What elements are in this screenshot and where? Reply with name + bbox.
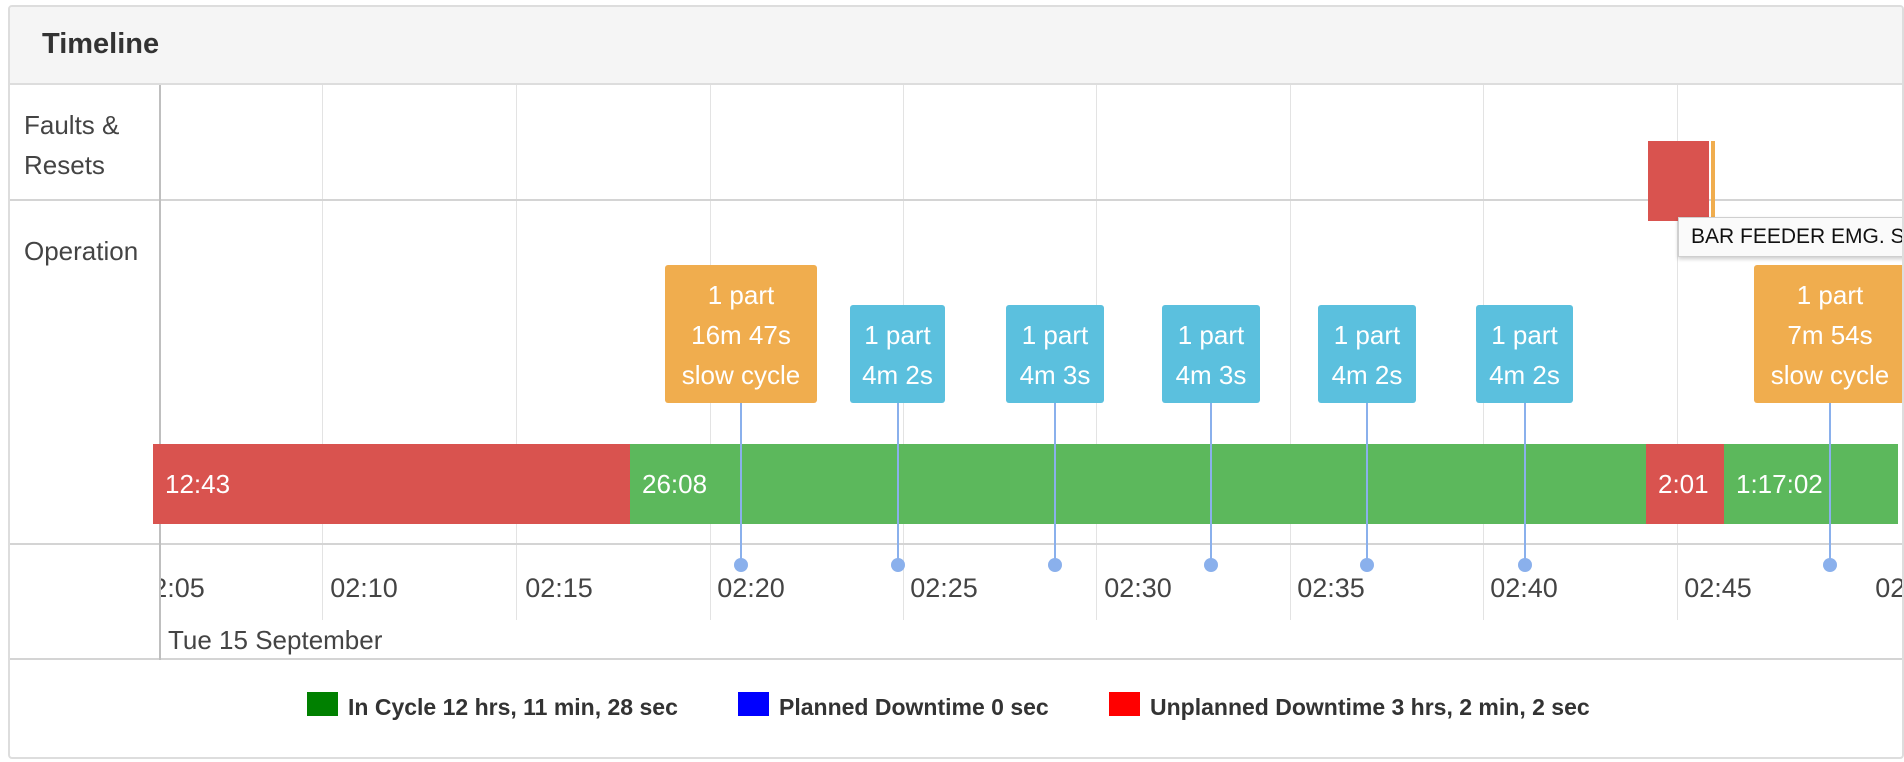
part-marker[interactable]: 1 part 4m 2s (850, 305, 945, 403)
marker-text-line: 1 part (1177, 320, 1245, 350)
operation-segments: 12:43 26:08 2:01 1:17:02 (10, 85, 1902, 660)
marker-text-line: 7m 54s (1787, 320, 1873, 350)
axis-tick-label: 02:35 (1297, 573, 1365, 603)
timeline-area: Faults & Resets Operation BAR FEEDER EMG… (10, 85, 1904, 660)
fault-tooltip: BAR FEEDER EMG. STOP (1678, 217, 1902, 257)
row-divider-faults (10, 199, 1902, 201)
panel-title: Timeline (42, 28, 160, 60)
legend-swatch (1109, 691, 1140, 716)
grid-line (1290, 85, 1291, 620)
legend-item[interactable]: Planned Downtime 0 sec (738, 691, 1049, 721)
marker-dot[interactable] (1048, 558, 1062, 572)
axis-tick-label: 02:50 (1875, 573, 1904, 603)
marker-dot[interactable] (1204, 558, 1218, 572)
axis-date: Tue 15 September (168, 625, 383, 655)
grid-line (322, 85, 323, 620)
marker-text-line: 1 part (1333, 320, 1401, 350)
grid-line (516, 85, 517, 620)
axis-tick-label: 02:20 (717, 573, 785, 603)
marker-stem (1054, 403, 1056, 567)
marker-stem (1366, 403, 1368, 567)
marker-text-line: 4m 2s (1489, 360, 1560, 390)
part-marker[interactable]: 1 part 4m 2s (1476, 305, 1573, 403)
legend-swatch (307, 691, 338, 716)
marker-stem (1829, 403, 1831, 567)
marker-text-line: 4m 3s (1019, 360, 1091, 390)
marker-text-line: 1 part (1796, 280, 1864, 310)
part-marker[interactable]: 1 part 4m 3s (1006, 305, 1104, 403)
marker-stem (1210, 403, 1212, 567)
marker-text-line: 16m 47s (691, 320, 791, 350)
marker-text-line: 1 part (1491, 320, 1558, 350)
axis-tick-label: 02:15 (525, 573, 593, 603)
row-divider-axis (10, 543, 1902, 545)
row-divider-legend (10, 658, 1902, 660)
part-marker[interactable]: 1 part 4m 3s (1162, 305, 1260, 403)
part-markers: 1 part 16m 47s slow cycle 1 part 4m 2s 1 part… (10, 85, 1902, 660)
fault-block[interactable] (1648, 141, 1709, 221)
reset-marker[interactable] (1711, 141, 1715, 221)
legend-swatch (738, 691, 769, 716)
marker-stem (740, 403, 742, 567)
row-label-faults: Faults & Resets (24, 105, 119, 185)
panel-heading: Timeline (10, 7, 1902, 85)
marker-dot[interactable] (1360, 558, 1374, 572)
time-axis: 02:05 02:10 02:15 02:20 02:25 02:30 02:35 02:40… (161, 545, 1904, 620)
marker-text-line: 1 part (1021, 320, 1089, 350)
marker-dot[interactable] (890, 558, 905, 572)
axis-tick-label: 02:45 (1684, 573, 1752, 603)
part-marker[interactable]: 1 part 4m 2s (1318, 305, 1416, 403)
axis-tick-label: 02:30 (1104, 573, 1172, 603)
axis-tick-label: 02:40 (1490, 573, 1558, 603)
legend: In Cycle 12 hrs, 11 min, 28 sec Planned D… (10, 662, 1902, 757)
marker-text-line: 4m 3s (1175, 360, 1247, 390)
marker-text-line: 4m 2s (862, 360, 933, 390)
axis-tick-label: 02:05 (161, 573, 205, 603)
legend-label: In Cycle 12 hrs, 11 min, 28 sec (348, 694, 678, 720)
row-label-faults-line1: Faults & (24, 110, 120, 140)
timeline-panel: Timeline Faults & Resets Operation BAR F… (8, 5, 1904, 759)
unplanned-downtime-segment[interactable]: 2:01 (1646, 444, 1724, 524)
axis-tick-label: 02:25 (910, 573, 978, 603)
labels-divider (159, 85, 161, 660)
legend-item[interactable]: In Cycle 12 hrs, 11 min, 28 sec (307, 691, 678, 721)
slow-cycle-marker[interactable]: 1 part 16m 47s slow cycle (665, 265, 817, 403)
marker-text-line: 1 part (864, 320, 931, 350)
marker-text-line: slow cycle (681, 360, 801, 390)
marker-text-line: 1 part (707, 280, 775, 310)
axis-tick-label: 02:10 (330, 573, 398, 603)
marker-stem (896, 403, 899, 567)
legend-label: Planned Downtime 0 sec (779, 694, 1049, 720)
legend-item[interactable]: Unplanned Downtime 3 hrs, 2 min, 2 sec (1109, 691, 1590, 721)
marker-text-line: slow cycle (1770, 360, 1890, 390)
row-label-operation: Operation (24, 236, 139, 266)
marker-text-line: 4m 2s (1331, 360, 1403, 390)
grid-line (1677, 85, 1678, 620)
marker-dot[interactable] (1823, 558, 1837, 572)
marker-dot[interactable] (734, 558, 748, 572)
marker-stem (1523, 403, 1526, 567)
row-label-faults-line2: Resets (24, 150, 105, 180)
marker-dot[interactable] (1517, 558, 1532, 572)
in-cycle-segment[interactable]: 1:17:02 (1724, 444, 1898, 524)
legend-label: Unplanned Downtime 3 hrs, 2 min, 2 sec (1150, 694, 1590, 720)
slow-cycle-marker[interactable]: 1 part 7m 54s slow cycle (1754, 265, 1902, 403)
in-cycle-segment[interactable]: 26:08 (630, 444, 1646, 524)
unplanned-downtime-segment[interactable]: 12:43 (153, 444, 630, 524)
faults-track: BAR FEEDER EMG. STOP (10, 85, 1902, 660)
